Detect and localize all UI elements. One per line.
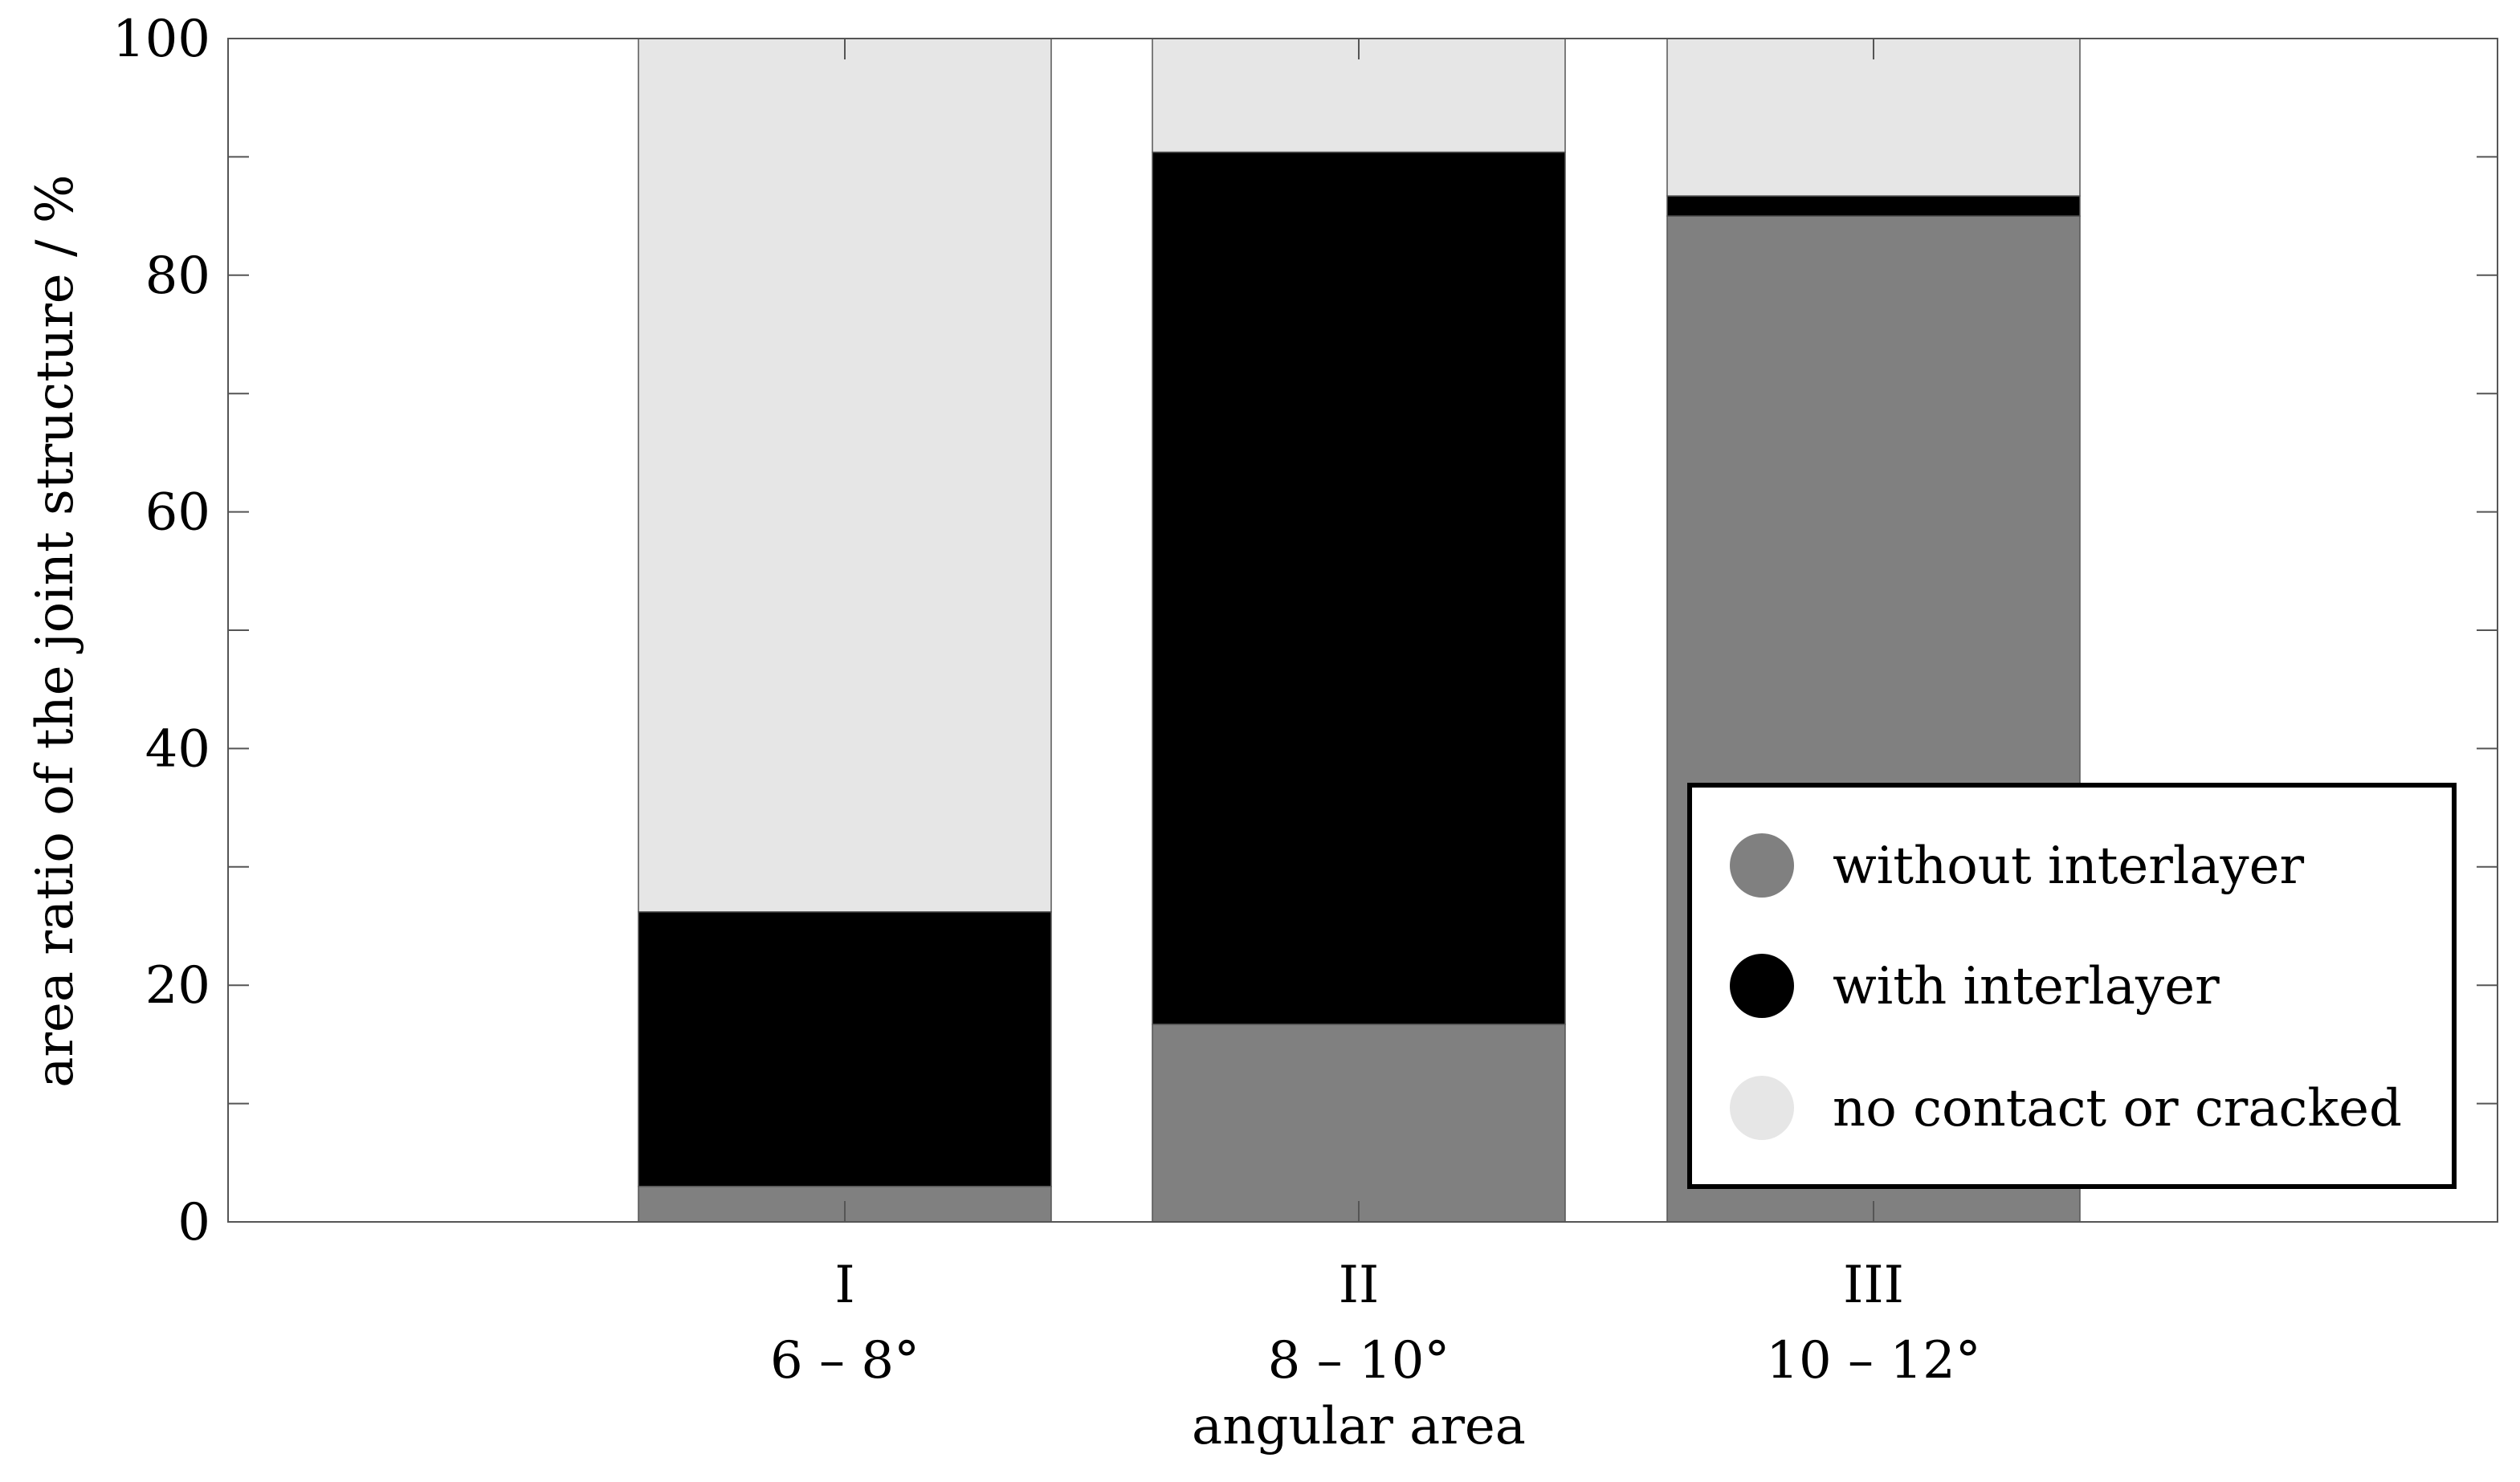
legend-box bbox=[1687, 783, 2457, 1189]
legend-label: without interlayer bbox=[1833, 837, 2305, 896]
bar-segment-i-series-2 bbox=[638, 911, 1052, 1187]
bar-segment-iii-series-2 bbox=[1666, 195, 2081, 217]
x-tick-label: 6 – 8° bbox=[770, 1331, 920, 1390]
bar-segment-i-series-3 bbox=[638, 38, 1052, 913]
x-tick-label: I bbox=[834, 1256, 854, 1315]
bar-segment-ii-series-2 bbox=[1152, 151, 1566, 1025]
x-tick-label: III bbox=[1843, 1256, 1904, 1315]
y-tick-label: 20 bbox=[145, 956, 210, 1016]
y-tick-label: 100 bbox=[112, 10, 210, 69]
legend-items: without interlayer with interlayer no cont… bbox=[1730, 833, 2402, 1140]
bar-segment-ii-series-1 bbox=[1152, 1024, 1566, 1223]
x-tick-label: II bbox=[1339, 1256, 1380, 1315]
legend-label: no contact or cracked bbox=[1833, 1079, 2402, 1138]
bar-segment-iii-series-3 bbox=[1666, 38, 2081, 197]
x-tick-label: 8 – 10° bbox=[1268, 1331, 1450, 1390]
y-tick-label: 80 bbox=[145, 246, 210, 306]
legend-swatch bbox=[1730, 1076, 1794, 1140]
y-tick-label: 0 bbox=[177, 1193, 210, 1252]
y-tick-label: 40 bbox=[145, 719, 210, 779]
x-tick-label: 10 – 12° bbox=[1766, 1331, 1981, 1390]
legend-label: with interlayer bbox=[1833, 957, 2220, 1016]
x-axis-label: angular area bbox=[1192, 1397, 1526, 1456]
legend: without interlayer with interlayer no cont… bbox=[1687, 783, 2457, 1189]
y-tick-label: 60 bbox=[145, 483, 210, 543]
y-axis-label: area ratio of the joint structure / % bbox=[26, 174, 85, 1087]
legend-swatch bbox=[1730, 954, 1794, 1018]
legend-swatch bbox=[1730, 833, 1794, 898]
ticks-layer: 0 20 40 60 80 100 I 6 – 8° II 8 – 10° III 10 – 12° bbox=[112, 10, 2498, 1390]
